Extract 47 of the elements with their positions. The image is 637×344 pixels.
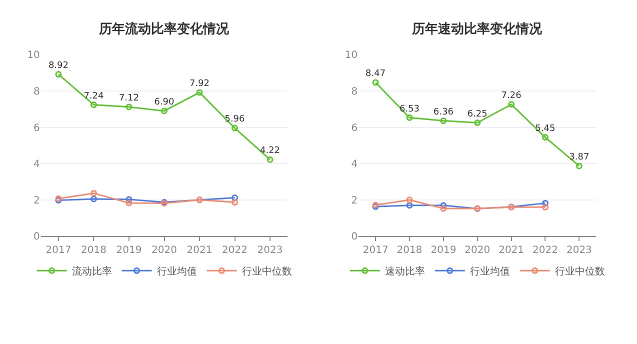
x-tick-label: 2018: [81, 245, 106, 256]
y-tick-label: 0: [351, 232, 358, 243]
x-tick-label: 2019: [430, 245, 456, 256]
x-tick-label: 2021: [498, 245, 524, 256]
chart-title: 历年速动比率变化情况: [411, 21, 543, 37]
x-tick-label: 2020: [464, 245, 490, 256]
data-label: 7.24: [84, 91, 104, 102]
y-tick-label: 8: [33, 86, 40, 98]
y-tick-label: 4: [33, 159, 40, 170]
data-label: 6.25: [467, 109, 488, 120]
y-tick-label: 2: [33, 195, 40, 206]
data-label: 8.92: [48, 60, 69, 71]
y-tick-label: 6: [351, 122, 358, 134]
y-tick-label: 4: [351, 159, 358, 170]
x-tick-label: 2020: [152, 245, 177, 256]
legend-label: 行业均值: [156, 266, 197, 278]
data-label: 6.36: [433, 107, 454, 118]
data-label: 8.47: [366, 69, 386, 80]
x-tick-label: 2019: [116, 245, 142, 256]
legend-label: 行业中位数: [242, 266, 292, 278]
legend-label: 流动比率: [72, 266, 112, 278]
legend-label: 速动比率: [384, 266, 425, 278]
y-tick-label: 10: [27, 50, 40, 62]
x-tick-label: 2018: [396, 245, 422, 256]
data-label: 7.12: [118, 94, 140, 104]
data-label: 6.90: [154, 98, 175, 108]
data-label: 7.92: [189, 79, 210, 90]
x-tick-label: 2022: [532, 245, 558, 256]
data-label: 5.45: [535, 124, 556, 134]
y-tick-label: 2: [351, 195, 358, 206]
x-tick-label: 2023: [566, 245, 592, 256]
y-tick-label: 10: [344, 50, 358, 62]
data-label: 5.96: [224, 114, 246, 125]
data-label: 7.26: [501, 91, 522, 102]
y-tick-label: 8: [351, 86, 358, 98]
y-tick-label: 0: [33, 232, 40, 243]
y-tick-label: 6: [33, 122, 40, 134]
data-label: 4.22: [260, 146, 280, 156]
x-tick-label: 2017: [362, 245, 388, 256]
data-label: 3.87: [569, 152, 590, 163]
x-tick-label: 2021: [186, 245, 212, 256]
x-tick-label: 2022: [222, 245, 248, 256]
x-tick-label: 2017: [46, 245, 72, 256]
legend-label: 行业均值: [470, 266, 510, 278]
x-tick-label: 2023: [257, 245, 283, 256]
legend-label: 行业中位数: [554, 266, 605, 278]
chart-title: 历年流动比率变化情况: [98, 21, 230, 37]
